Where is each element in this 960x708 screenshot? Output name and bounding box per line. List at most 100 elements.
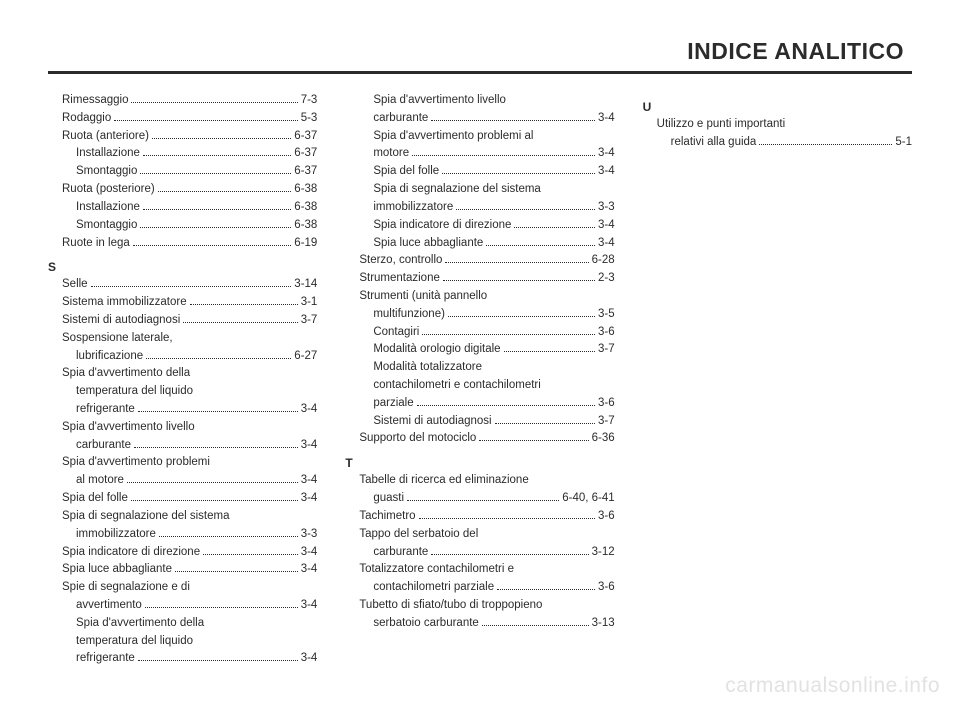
index-entry: immobilizzatore3-3 — [48, 526, 317, 544]
entry-page: 3-4 — [598, 163, 615, 181]
entry-page: 7-3 — [301, 92, 318, 110]
entry-label: motore — [373, 145, 409, 163]
entry-page: 6-38 — [294, 199, 317, 217]
index-entry: Supporto del motociclo6-36 — [345, 430, 614, 448]
entry-label: Tachimetro — [359, 508, 415, 526]
entry-page: 3-12 — [592, 544, 615, 562]
index-entry: Sterzo, controllo 6-28 — [345, 252, 614, 270]
entry-label: Smontaggio — [76, 217, 137, 235]
entry-label: Sterzo, controllo — [359, 252, 442, 270]
index-entry: Selle3-14 — [48, 276, 317, 294]
index-entry: carburante3-4 — [48, 437, 317, 455]
entry-label: Spia indicatore di direzione — [373, 217, 511, 235]
leader-dots — [422, 327, 595, 335]
index-entry: Spia del folle3-4 — [345, 163, 614, 181]
entry-label: Spia indicatore di direzione — [62, 544, 200, 562]
leader-dots — [417, 398, 595, 406]
entry-continuation: Spia d'avvertimento della — [48, 365, 317, 383]
entry-label: lubrificazione — [76, 348, 143, 366]
index-entry: guasti6-40, 6-41 — [345, 490, 614, 508]
entry-page: 3-4 — [598, 110, 615, 128]
index-entry: Rodaggio 5-3 — [48, 110, 317, 128]
entry-label: Spia del folle — [62, 490, 128, 508]
section-head: T — [345, 456, 614, 470]
entry-continuation: Spie di segnalazione e di — [48, 579, 317, 597]
entry-page: 3-4 — [301, 650, 318, 668]
entry-label: Ruote in lega — [62, 235, 130, 253]
leader-dots — [140, 166, 291, 174]
entry-continuation: Spia di segnalazione del sistema — [345, 181, 614, 199]
leader-dots — [431, 546, 588, 554]
index-entry: Smontaggio6-38 — [48, 217, 317, 235]
index-entry: Spia indicatore di direzione3-4 — [345, 217, 614, 235]
index-entry: serbatoio carburante3-13 — [345, 615, 614, 633]
index-entry: Spia del folle 3-4 — [48, 490, 317, 508]
entry-page: 3-5 — [598, 306, 615, 324]
entry-continuation: Tabelle di ricerca ed eliminazione — [345, 472, 614, 490]
index-entry: avvertimento3-4 — [48, 597, 317, 615]
leader-dots — [133, 237, 292, 245]
entry-label: carburante — [76, 437, 131, 455]
entry-continuation: Spia d'avvertimento problemi — [48, 454, 317, 472]
leader-dots — [495, 416, 595, 424]
leader-dots — [175, 564, 298, 572]
entry-page: 3-4 — [598, 235, 615, 253]
entry-label: refrigerante — [76, 650, 135, 668]
leader-dots — [412, 148, 595, 156]
entry-label: Spia luce abbagliante — [62, 561, 172, 579]
entry-continuation: Strumenti (unità pannello — [345, 288, 614, 306]
page-title: INDICE ANALITICO — [687, 38, 904, 64]
index-entry: Spia luce abbagliante3-4 — [345, 235, 614, 253]
leader-dots — [138, 653, 298, 661]
index-entry: carburante3-12 — [345, 544, 614, 562]
watermark: carmanualsonline.info — [725, 674, 940, 698]
index-entry: Installazione6-37 — [48, 145, 317, 163]
entry-label: parziale — [373, 395, 413, 413]
entry-label: Installazione — [76, 145, 140, 163]
entry-continuation: Modalità totalizzatore — [345, 359, 614, 377]
entry-page: 3-4 — [301, 490, 318, 508]
entry-label: relativi alla guida — [671, 134, 757, 152]
leader-dots — [514, 220, 595, 228]
index-entry: Modalità orologio digitale3-7 — [345, 341, 614, 359]
entry-continuation: Totalizzatore contachilometri e — [345, 561, 614, 579]
index-columns: Rimessaggio7-3Rodaggio5-3Ruota (anterior… — [48, 92, 912, 668]
title-rule — [48, 71, 912, 74]
leader-dots — [448, 309, 595, 317]
leader-dots — [479, 433, 588, 441]
entry-label: refrigerante — [76, 401, 135, 419]
leader-dots — [143, 148, 291, 156]
leader-dots — [482, 618, 589, 626]
entry-page: 3-4 — [301, 401, 318, 419]
index-entry: carburante 3-4 — [345, 110, 614, 128]
leader-dots — [131, 493, 298, 501]
leader-dots — [190, 297, 298, 305]
index-entry: relativi alla guida 5-1 — [643, 134, 912, 152]
entry-page: 3-4 — [301, 544, 318, 562]
index-entry: Rimessaggio7-3 — [48, 92, 317, 110]
index-entry: contachilometri parziale3-6 — [345, 579, 614, 597]
entry-label: Smontaggio — [76, 163, 137, 181]
leader-dots — [419, 511, 595, 519]
entry-label: Rodaggio — [62, 110, 111, 128]
entry-continuation: Sospensione laterale, — [48, 330, 317, 348]
entry-label: carburante — [373, 110, 428, 128]
entry-page: 6-28 — [592, 252, 615, 270]
entry-page: 3-3 — [598, 199, 615, 217]
entry-label: Sistema immobilizzatore — [62, 294, 187, 312]
entry-page: 3-4 — [301, 561, 318, 579]
index-column: UUtilizzo e punti importantirelativi all… — [643, 92, 912, 668]
index-entry: Spia indicatore di direzione 3-4 — [48, 544, 317, 562]
leader-dots — [497, 582, 595, 590]
entry-continuation: contachilometri e contachilometri — [345, 377, 614, 395]
leader-dots — [407, 493, 559, 501]
entry-page: 3-4 — [301, 472, 318, 490]
entry-page: 5-3 — [301, 110, 318, 128]
entry-page: 5-1 — [895, 134, 912, 152]
entry-label: Installazione — [76, 199, 140, 217]
entry-continuation: Utilizzo e punti importanti — [643, 116, 912, 134]
index-entry: multifunzione)3-5 — [345, 306, 614, 324]
entry-page: 3-6 — [598, 395, 615, 413]
leader-dots — [134, 440, 298, 448]
index-entry: Sistemi di autodiagnosi3-7 — [48, 312, 317, 330]
